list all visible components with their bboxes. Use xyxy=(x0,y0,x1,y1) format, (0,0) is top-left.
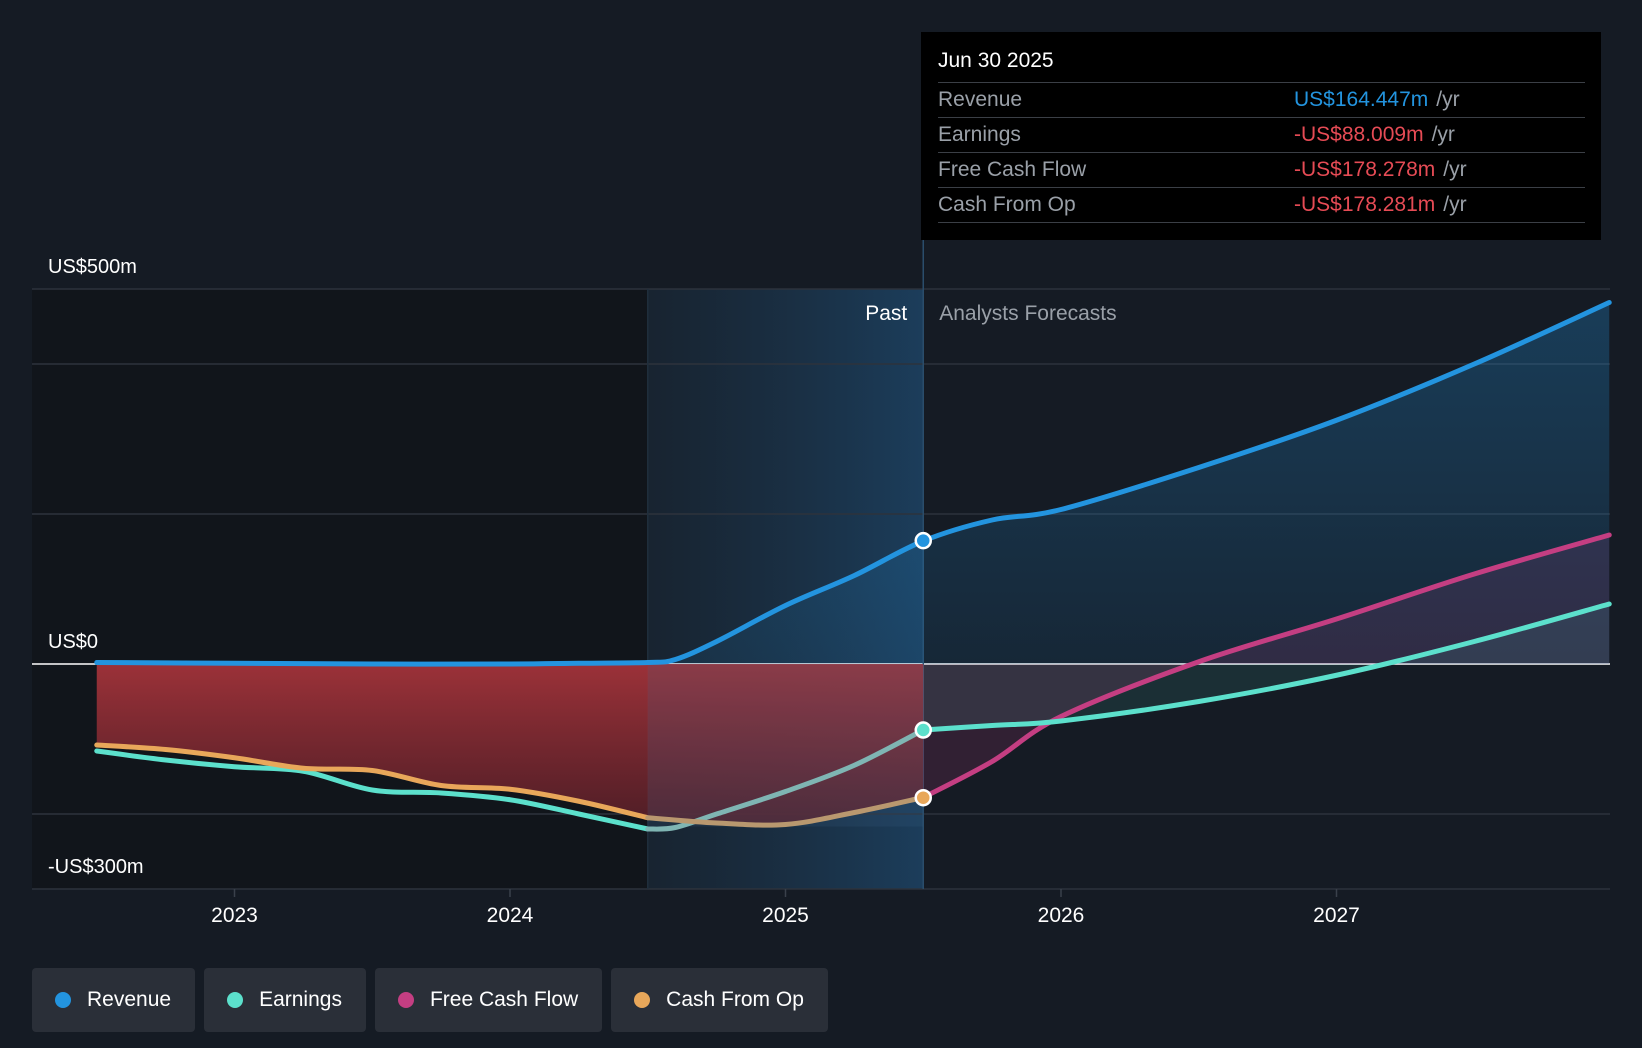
cfo-line-recent xyxy=(645,795,926,828)
legend-item-earnings[interactable]: Earnings xyxy=(204,968,366,1032)
revenue-dot-icon xyxy=(55,992,71,1008)
x-tick-label: 2024 xyxy=(487,904,534,927)
tooltip-row-value: -US$88.009m xyxy=(1294,123,1424,146)
tooltip-panel: Jun 30 2025 Revenue US$164.447m/yr Earning… xyxy=(921,32,1601,240)
tooltip-row-label: Cash From Op xyxy=(938,193,1076,216)
y-axis-label: US$0 xyxy=(48,631,98,653)
legend-item-cash-from-op[interactable]: Cash From Op xyxy=(611,968,828,1032)
legend-label: Revenue xyxy=(87,988,172,1011)
legend-label: Earnings xyxy=(259,988,342,1011)
earnings-line-recent xyxy=(645,727,926,832)
tooltip-row-label: Free Cash Flow xyxy=(938,158,1087,181)
tooltip-row-value: -US$178.281m xyxy=(1294,193,1436,216)
tooltip-row-value: US$164.447m xyxy=(1294,88,1429,111)
legend-label: Free Cash Flow xyxy=(429,988,579,1011)
cfo-dot-icon xyxy=(634,992,651,1008)
x-tick-label: 2025 xyxy=(762,904,809,927)
past-label: Past xyxy=(865,302,907,325)
forecast-label: Analysts Forecasts xyxy=(939,302,1116,325)
earnings-dot-icon xyxy=(227,992,244,1008)
legend-label: Cash From Op xyxy=(666,988,804,1011)
tooltip-row-label: Revenue xyxy=(938,88,1023,111)
tooltip-row-unit: /yr xyxy=(1436,88,1460,111)
x-tick-label: 2023 xyxy=(211,904,258,927)
legend: Revenue Earnings Free Cash Flow Cash From O… xyxy=(32,968,828,1032)
earnings-line-past xyxy=(94,748,651,832)
tooltip-row-unit: /yr xyxy=(1443,158,1467,181)
y-axis-label: US$500m xyxy=(48,256,137,278)
recent-tint xyxy=(647,664,924,827)
x-tick-label: 2027 xyxy=(1313,904,1360,927)
cash-from-op-marker xyxy=(914,788,932,807)
earnings-marker xyxy=(914,721,932,739)
tooltip-row-unit: /yr xyxy=(1443,193,1467,216)
tooltip-row-value: -US$178.278m xyxy=(1294,158,1436,181)
revenue-area xyxy=(96,302,1610,665)
earnings-forecast-area xyxy=(923,604,1610,730)
legend-item-free-cash-flow[interactable]: Free Cash Flow xyxy=(374,968,603,1032)
earnings-line-forecast xyxy=(920,601,1612,733)
x-tick-label: 2026 xyxy=(1038,904,1085,927)
revenue-marker xyxy=(914,531,932,550)
tooltip-row-label: Earnings xyxy=(938,123,1021,146)
tooltip-row: Revenue US$164.447m/yr xyxy=(938,82,1585,117)
fcf-line xyxy=(920,532,1612,800)
past-negative-area xyxy=(96,664,924,826)
tooltip-rows: Revenue US$164.447m/yr Earnings -US$88.009m… xyxy=(938,82,1585,223)
tooltip-row: Cash From Op -US$178.281m/yr xyxy=(938,187,1585,223)
tooltip-row: Free Cash Flow -US$178.278m/yr xyxy=(938,152,1585,187)
legend-item-revenue[interactable]: Revenue xyxy=(32,968,196,1032)
cfo-line-past xyxy=(94,742,651,821)
tooltip-date: Jun 30 2025 xyxy=(938,49,1054,72)
tooltip-row-unit: /yr xyxy=(1431,123,1455,146)
tooltip-row: Earnings -US$88.009m/yr xyxy=(938,117,1585,152)
revenue-line xyxy=(94,300,1612,667)
fcf-dot-icon xyxy=(397,992,414,1008)
y-axis-label: -US$300m xyxy=(48,856,144,878)
